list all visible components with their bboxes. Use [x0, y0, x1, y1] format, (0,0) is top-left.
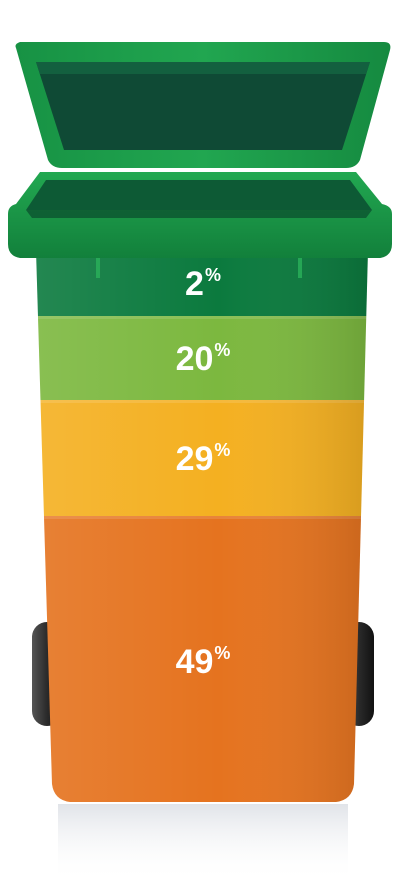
segment-value: 20	[176, 340, 214, 378]
segment-unit: %	[214, 340, 230, 360]
bin-lid	[15, 42, 391, 168]
segment-label: 49%	[176, 643, 231, 681]
floor-reflection	[58, 804, 348, 882]
segment-value: 29	[176, 440, 214, 478]
bin-body-shading	[36, 250, 368, 802]
segment-label: 2%	[185, 265, 221, 303]
segment-labels: 2%20%29%49%	[176, 265, 231, 681]
segment-unit: %	[214, 643, 230, 663]
segment-value: 2	[185, 265, 204, 303]
segment-unit: %	[214, 440, 230, 460]
segment-unit: %	[205, 265, 221, 285]
segment-value: 49	[176, 643, 214, 681]
bin-rim	[8, 172, 392, 278]
segment-label: 20%	[176, 340, 231, 378]
segment-label: 29%	[176, 440, 231, 478]
